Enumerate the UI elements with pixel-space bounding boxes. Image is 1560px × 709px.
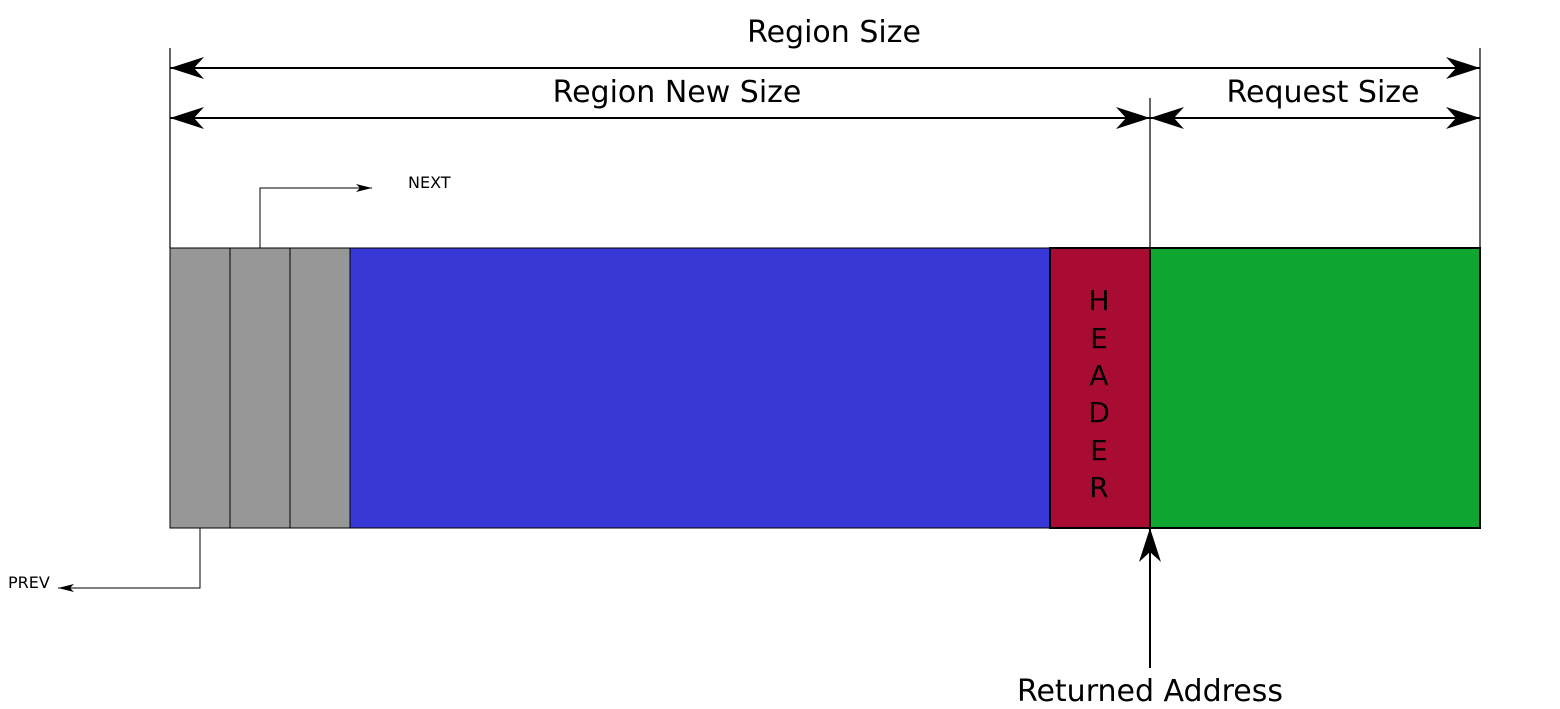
- next-label: NEXT: [408, 173, 451, 192]
- header-block: [1049, 247, 1151, 529]
- request-block: [1149, 247, 1481, 529]
- header-letter: E: [1090, 322, 1108, 355]
- header-letter: R: [1089, 471, 1108, 504]
- next-pointer-arrow: [259, 184, 372, 248]
- region-new-size-label: Region New Size: [553, 75, 802, 110]
- header-letter: D: [1088, 396, 1110, 429]
- prev-pointer-arrow: [58, 528, 201, 592]
- request-size-label: Request Size: [1227, 75, 1420, 110]
- header-letter: A: [1089, 359, 1108, 392]
- next-pointer-field: [229, 247, 291, 529]
- header-label: H E A D E R: [1088, 284, 1110, 504]
- header-letter: E: [1090, 434, 1108, 467]
- returned-address-label: Returned Address: [1017, 674, 1283, 709]
- region-size-label: Region Size: [747, 15, 921, 50]
- free-region-block: [319, 247, 1051, 529]
- prev-pointer-field: [169, 247, 231, 529]
- prev-label: PREV: [8, 573, 50, 592]
- size-field: [289, 247, 351, 529]
- header-letter: H: [1088, 284, 1109, 317]
